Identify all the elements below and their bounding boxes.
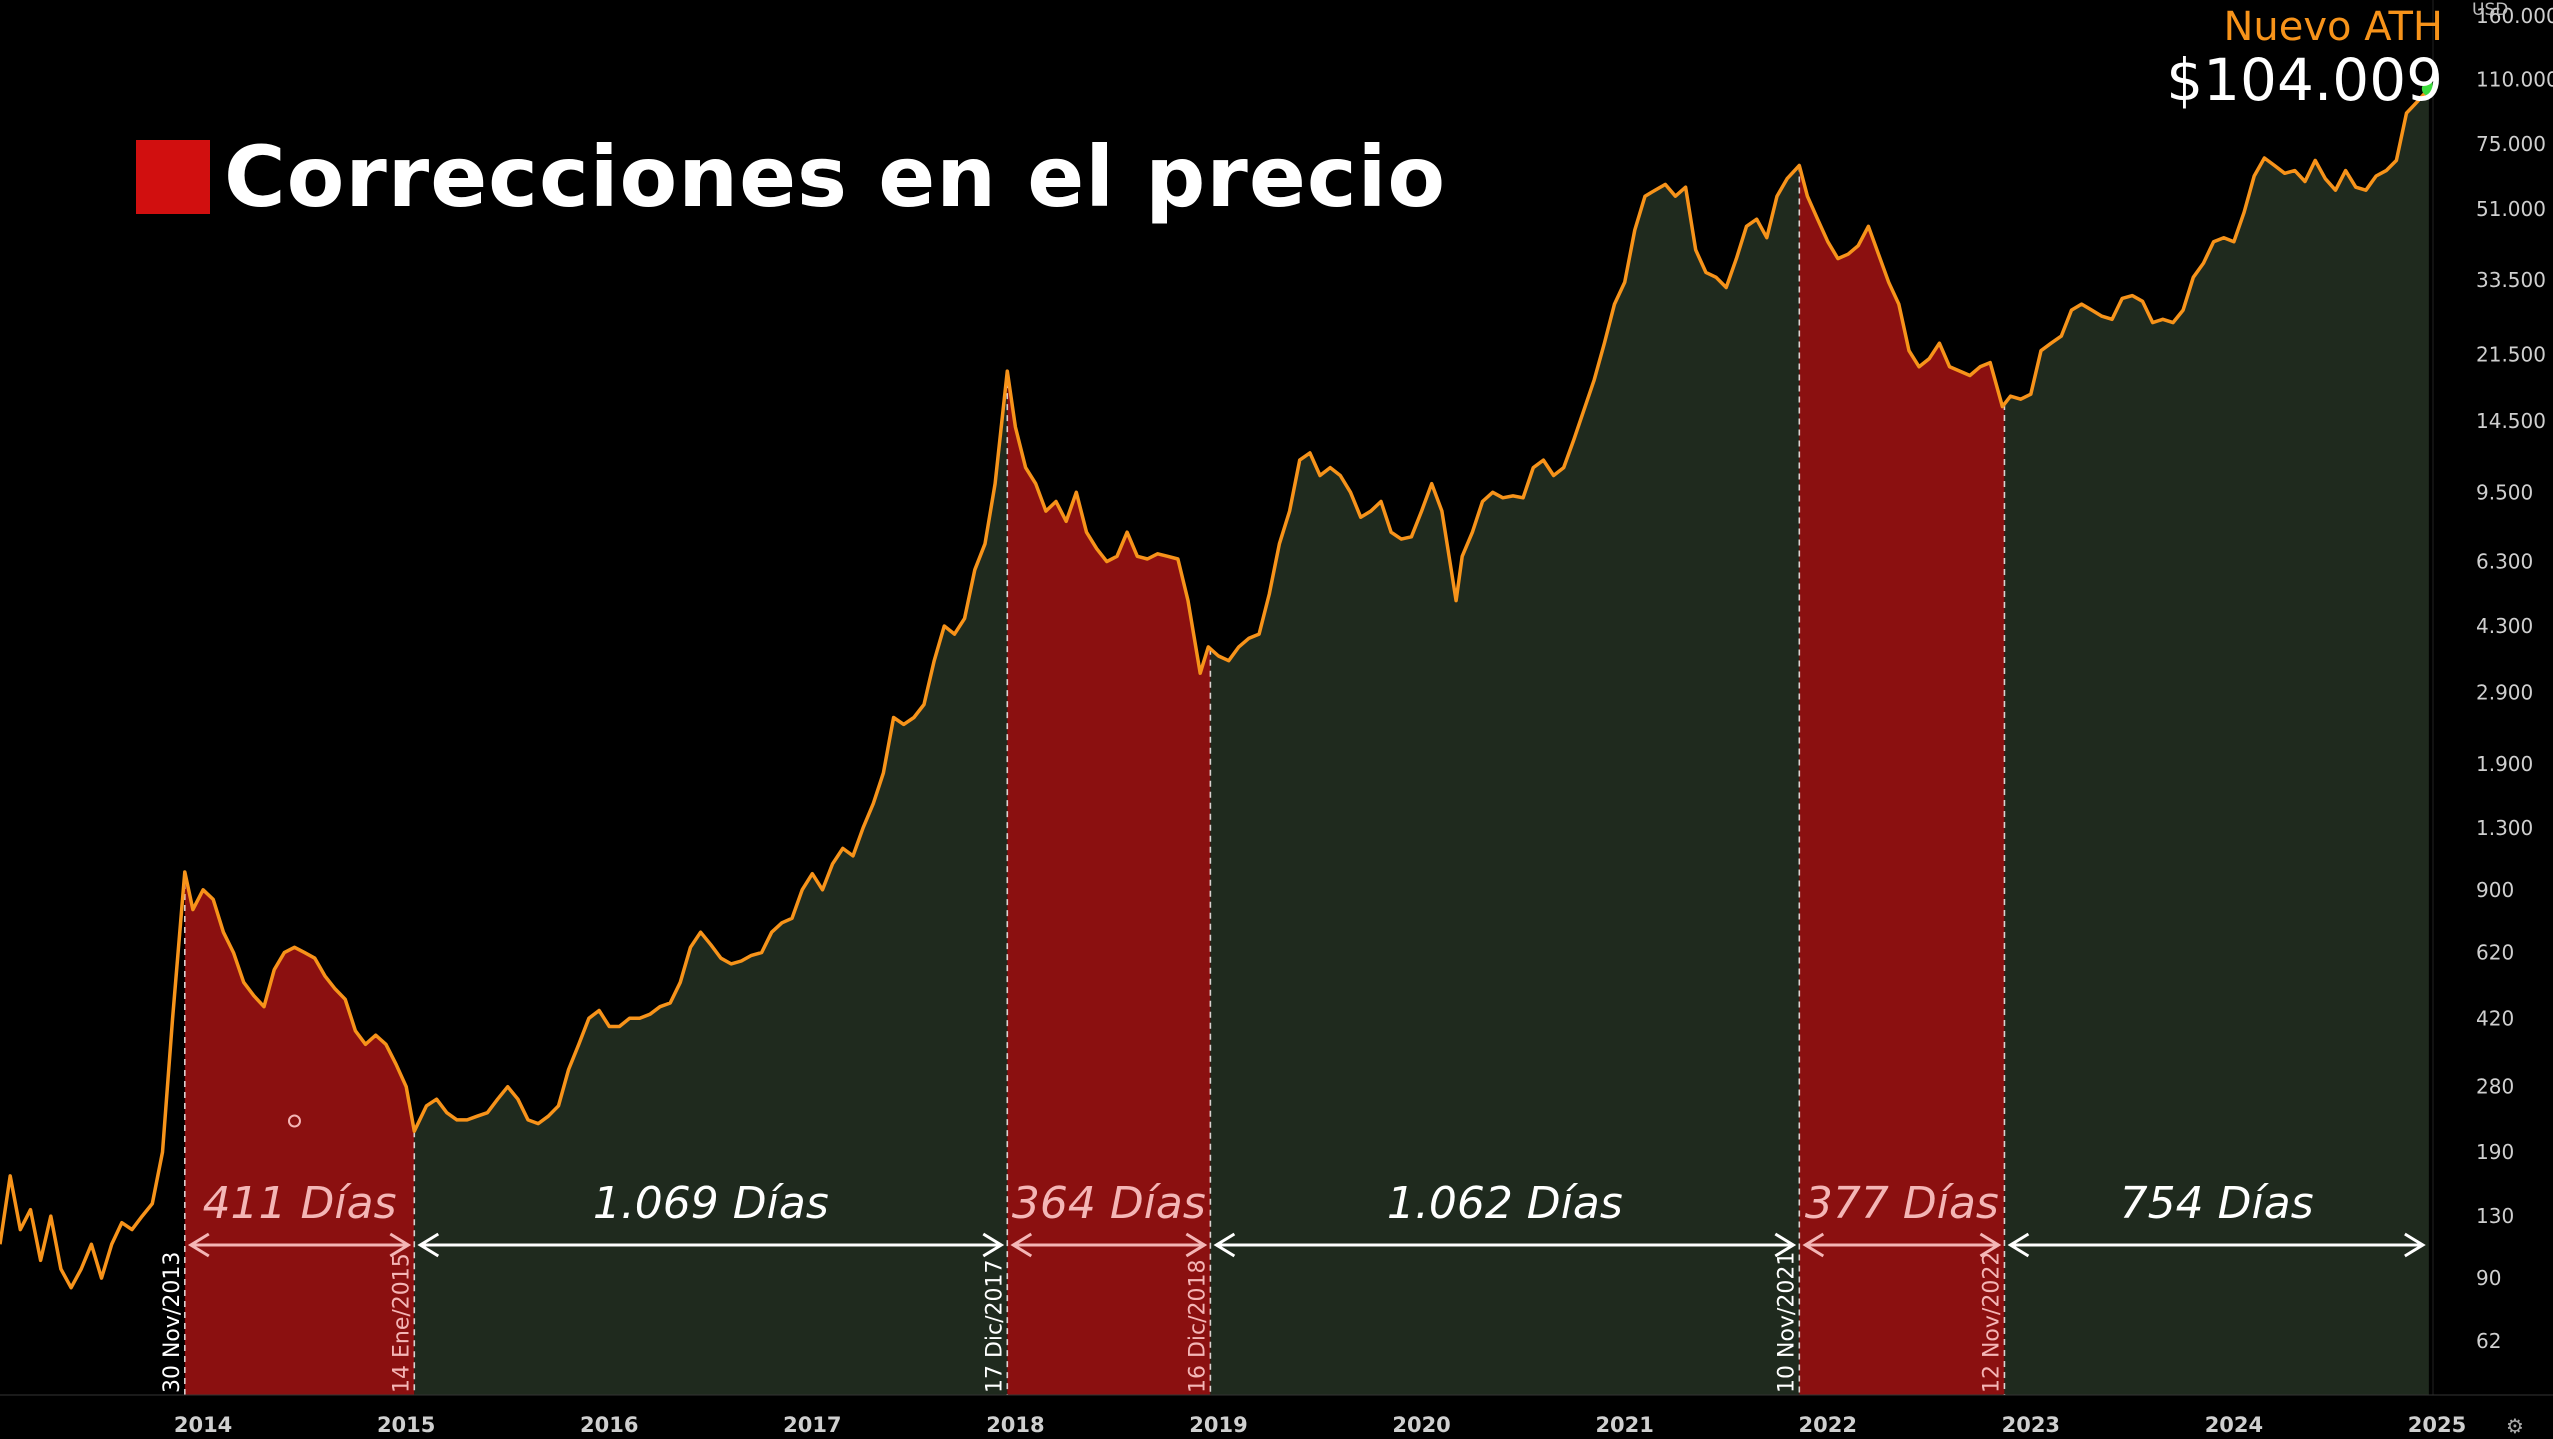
- x-tick-label-1: 2015: [377, 1413, 435, 1437]
- date-label-1: 14 Ene/2015: [389, 1253, 414, 1393]
- small-ring-marker: [287, 1114, 301, 1128]
- x-tick-label-8: 2022: [1799, 1413, 1857, 1437]
- duration-label-4: 377 Días: [1805, 1178, 1999, 1229]
- x-tick-label-4: 2018: [986, 1413, 1044, 1437]
- date-label-3: 16 Dic/2018: [1185, 1259, 1210, 1393]
- ath-label: Nuevo ATH: [2223, 4, 2443, 50]
- x-tick-label-0: 2014: [174, 1413, 232, 1437]
- y-tick-label-16: 280: [2476, 1075, 2514, 1099]
- duration-label-0: 411 Días: [203, 1178, 397, 1229]
- date-label-2: 17 Dic/2017: [982, 1259, 1007, 1393]
- y-tick-label-12: 1.300: [2476, 816, 2533, 840]
- segment-fill-2: [1007, 371, 1211, 1395]
- date-label-5: 12 Nov/2022: [1979, 1252, 2004, 1393]
- y-tick-label-8: 6.300: [2476, 550, 2533, 574]
- duration-label-3: 1.062 Días: [1387, 1178, 1623, 1229]
- segment-fill-1: [414, 371, 1008, 1395]
- span-arrow-head-left-3: [1213, 1232, 1236, 1258]
- segment-fill-0: [184, 872, 415, 1395]
- span-arrow-head-right-5: [2404, 1232, 2426, 1258]
- duration-label-2: 364 Días: [1012, 1178, 1206, 1229]
- y-tick-label-18: 130: [2476, 1204, 2514, 1228]
- y-tick-label-11: 1.900: [2476, 752, 2533, 776]
- span-arrow-head-left-0: [187, 1232, 210, 1258]
- y-tick-label-5: 21.500: [2476, 343, 2546, 367]
- x-tick-label-10: 2024: [2205, 1413, 2263, 1437]
- date-label-0: 30 Nov/2013: [160, 1252, 185, 1393]
- x-tick-label-5: 2019: [1189, 1413, 1247, 1437]
- y-tick-label-7: 9.500: [2476, 480, 2533, 504]
- y-tick-label-14: 620: [2476, 941, 2514, 965]
- y-tick-label-13: 900: [2476, 878, 2514, 902]
- segment-fill-5: [2004, 88, 2429, 1395]
- span-arrow-head-left-4: [1802, 1232, 1825, 1258]
- duration-label-5: 754 Días: [2120, 1178, 2314, 1229]
- price-line: [0, 87, 2431, 1290]
- y-tick-label-3: 51.000: [2476, 197, 2546, 221]
- x-tick-label-3: 2017: [783, 1413, 841, 1437]
- y-tick-label-10: 2.900: [2476, 680, 2533, 704]
- settings-gear-icon[interactable]: ⚙: [2506, 1414, 2524, 1438]
- y-tick-label-19: 90: [2476, 1266, 2501, 1290]
- segment-fill-3: [1210, 165, 1800, 1395]
- currency-label[interactable]: USD: [2472, 0, 2509, 20]
- y-tick-label-2: 75.000: [2476, 132, 2546, 156]
- span-arrow-head-left-5: [2007, 1232, 2030, 1258]
- y-tick-label-0: 160.000: [2476, 4, 2553, 28]
- ath-value: $104.009: [2166, 46, 2443, 114]
- span-arrow-head-right-4: [1979, 1232, 2002, 1258]
- y-tick-label-6: 14.500: [2476, 409, 2546, 433]
- y-tick-label-17: 190: [2476, 1140, 2514, 1164]
- y-tick-label-9: 4.300: [2476, 614, 2533, 638]
- duration-label-1: 1.069 Días: [593, 1178, 829, 1229]
- x-tick-label-6: 2020: [1392, 1413, 1450, 1437]
- x-tick-label-11: 2025: [2408, 1413, 2466, 1437]
- x-tick-label-9: 2023: [2002, 1413, 2060, 1437]
- y-tick-label-1: 110.000: [2476, 67, 2553, 91]
- title-swatch: [136, 140, 210, 214]
- span-arrow-head-right-1: [982, 1232, 1005, 1258]
- segment-fill-4: [1799, 165, 2005, 1395]
- span-arrow-head-left-2: [1010, 1232, 1033, 1258]
- chart-title: Correcciones en el precio: [136, 128, 1446, 226]
- x-tick-label-7: 2021: [1595, 1413, 1653, 1437]
- chart-title-text: Correcciones en el precio: [224, 128, 1447, 226]
- y-tick-label-15: 420: [2476, 1006, 2514, 1030]
- y-tick-label-4: 33.500: [2476, 268, 2546, 292]
- span-arrow-head-right-2: [1185, 1232, 1208, 1258]
- span-arrow-head-right-0: [389, 1232, 412, 1258]
- y-tick-label-20: 62: [2476, 1329, 2501, 1353]
- span-arrow-head-right-3: [1774, 1232, 1797, 1258]
- date-label-4: 10 Nov/2021: [1774, 1252, 1799, 1393]
- span-arrow-head-left-1: [417, 1232, 440, 1258]
- x-tick-label-2: 2016: [580, 1413, 638, 1437]
- ath-marker: [2421, 81, 2436, 96]
